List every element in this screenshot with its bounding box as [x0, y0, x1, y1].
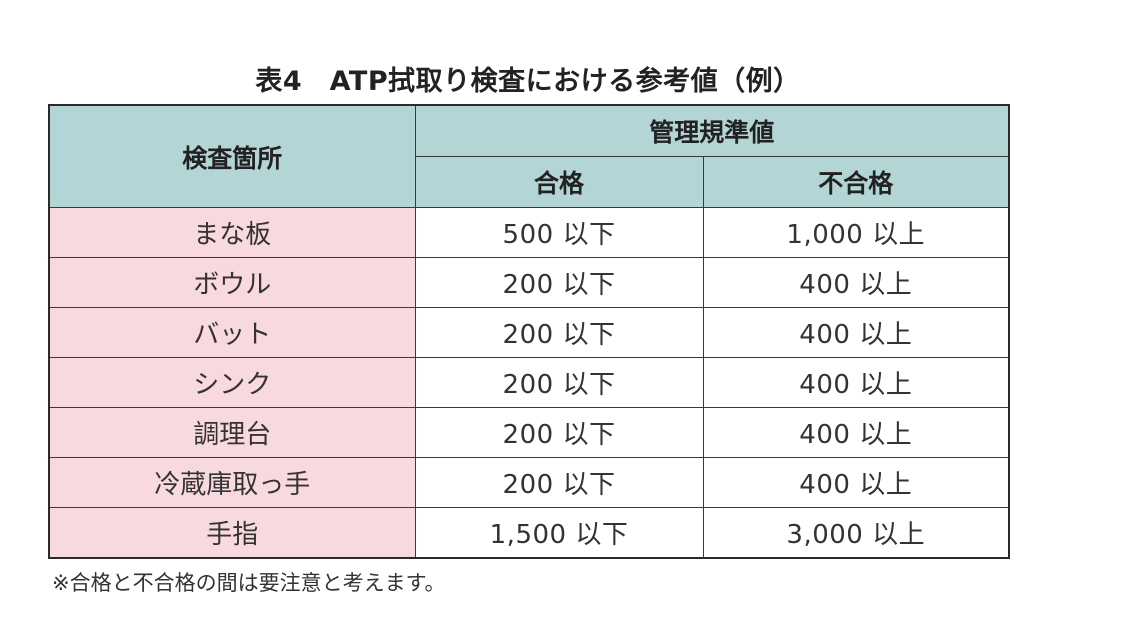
table-row: 手指 1,500 以下 3,000 以上 [48, 507, 1010, 559]
row-pass-value: 200 以下 [414, 457, 704, 508]
table-row: 冷蔵庫取っ手 200 以下 400 以上 [48, 457, 1010, 508]
row-fail-value: 400 以上 [702, 307, 1010, 358]
table-title: 表4 ATP拭取り検査における参考値（例） [255, 66, 801, 97]
table-row: 調理台 200 以下 400 以上 [48, 407, 1010, 458]
table-row: ボウル 200 以下 400 以上 [48, 257, 1010, 308]
reference-table: 検査箇所 管理規準値 合格 不合格 まな板 500 以下 1,000 以上 ボウ… [48, 104, 1011, 559]
row-fail-value: 400 以上 [702, 457, 1010, 508]
row-location: ボウル [48, 257, 416, 308]
row-fail-value: 400 以上 [702, 407, 1010, 458]
row-fail-value: 400 以上 [702, 257, 1010, 308]
row-pass-value: 200 以下 [414, 357, 704, 408]
row-pass-value: 200 以下 [414, 407, 704, 458]
row-pass-value: 200 以下 [414, 257, 704, 308]
row-fail-value: 1,000 以上 [702, 207, 1010, 258]
row-pass-value: 200 以下 [414, 307, 704, 358]
header-standard: 管理規準値 [414, 104, 1010, 157]
row-location: シンク [48, 357, 416, 408]
header-location: 検査箇所 [48, 104, 416, 208]
row-pass-value: 500 以下 [414, 207, 704, 258]
row-location: バット [48, 307, 416, 358]
table-row: バット 200 以下 400 以上 [48, 307, 1010, 358]
row-location: 調理台 [48, 407, 416, 458]
row-fail-value: 400 以上 [702, 357, 1010, 408]
row-fail-value: 3,000 以上 [702, 507, 1010, 559]
footnote: ※合格と不合格の間は要注意と考えます。 [52, 571, 446, 595]
row-location: 手指 [48, 507, 416, 559]
header-pass: 合格 [414, 156, 704, 208]
row-pass-value: 1,500 以下 [414, 507, 704, 559]
row-location: 冷蔵庫取っ手 [48, 457, 416, 508]
row-location: まな板 [48, 207, 416, 258]
header-fail: 不合格 [702, 156, 1010, 208]
table-row: まな板 500 以下 1,000 以上 [48, 207, 1010, 258]
table-row: シンク 200 以下 400 以上 [48, 357, 1010, 408]
